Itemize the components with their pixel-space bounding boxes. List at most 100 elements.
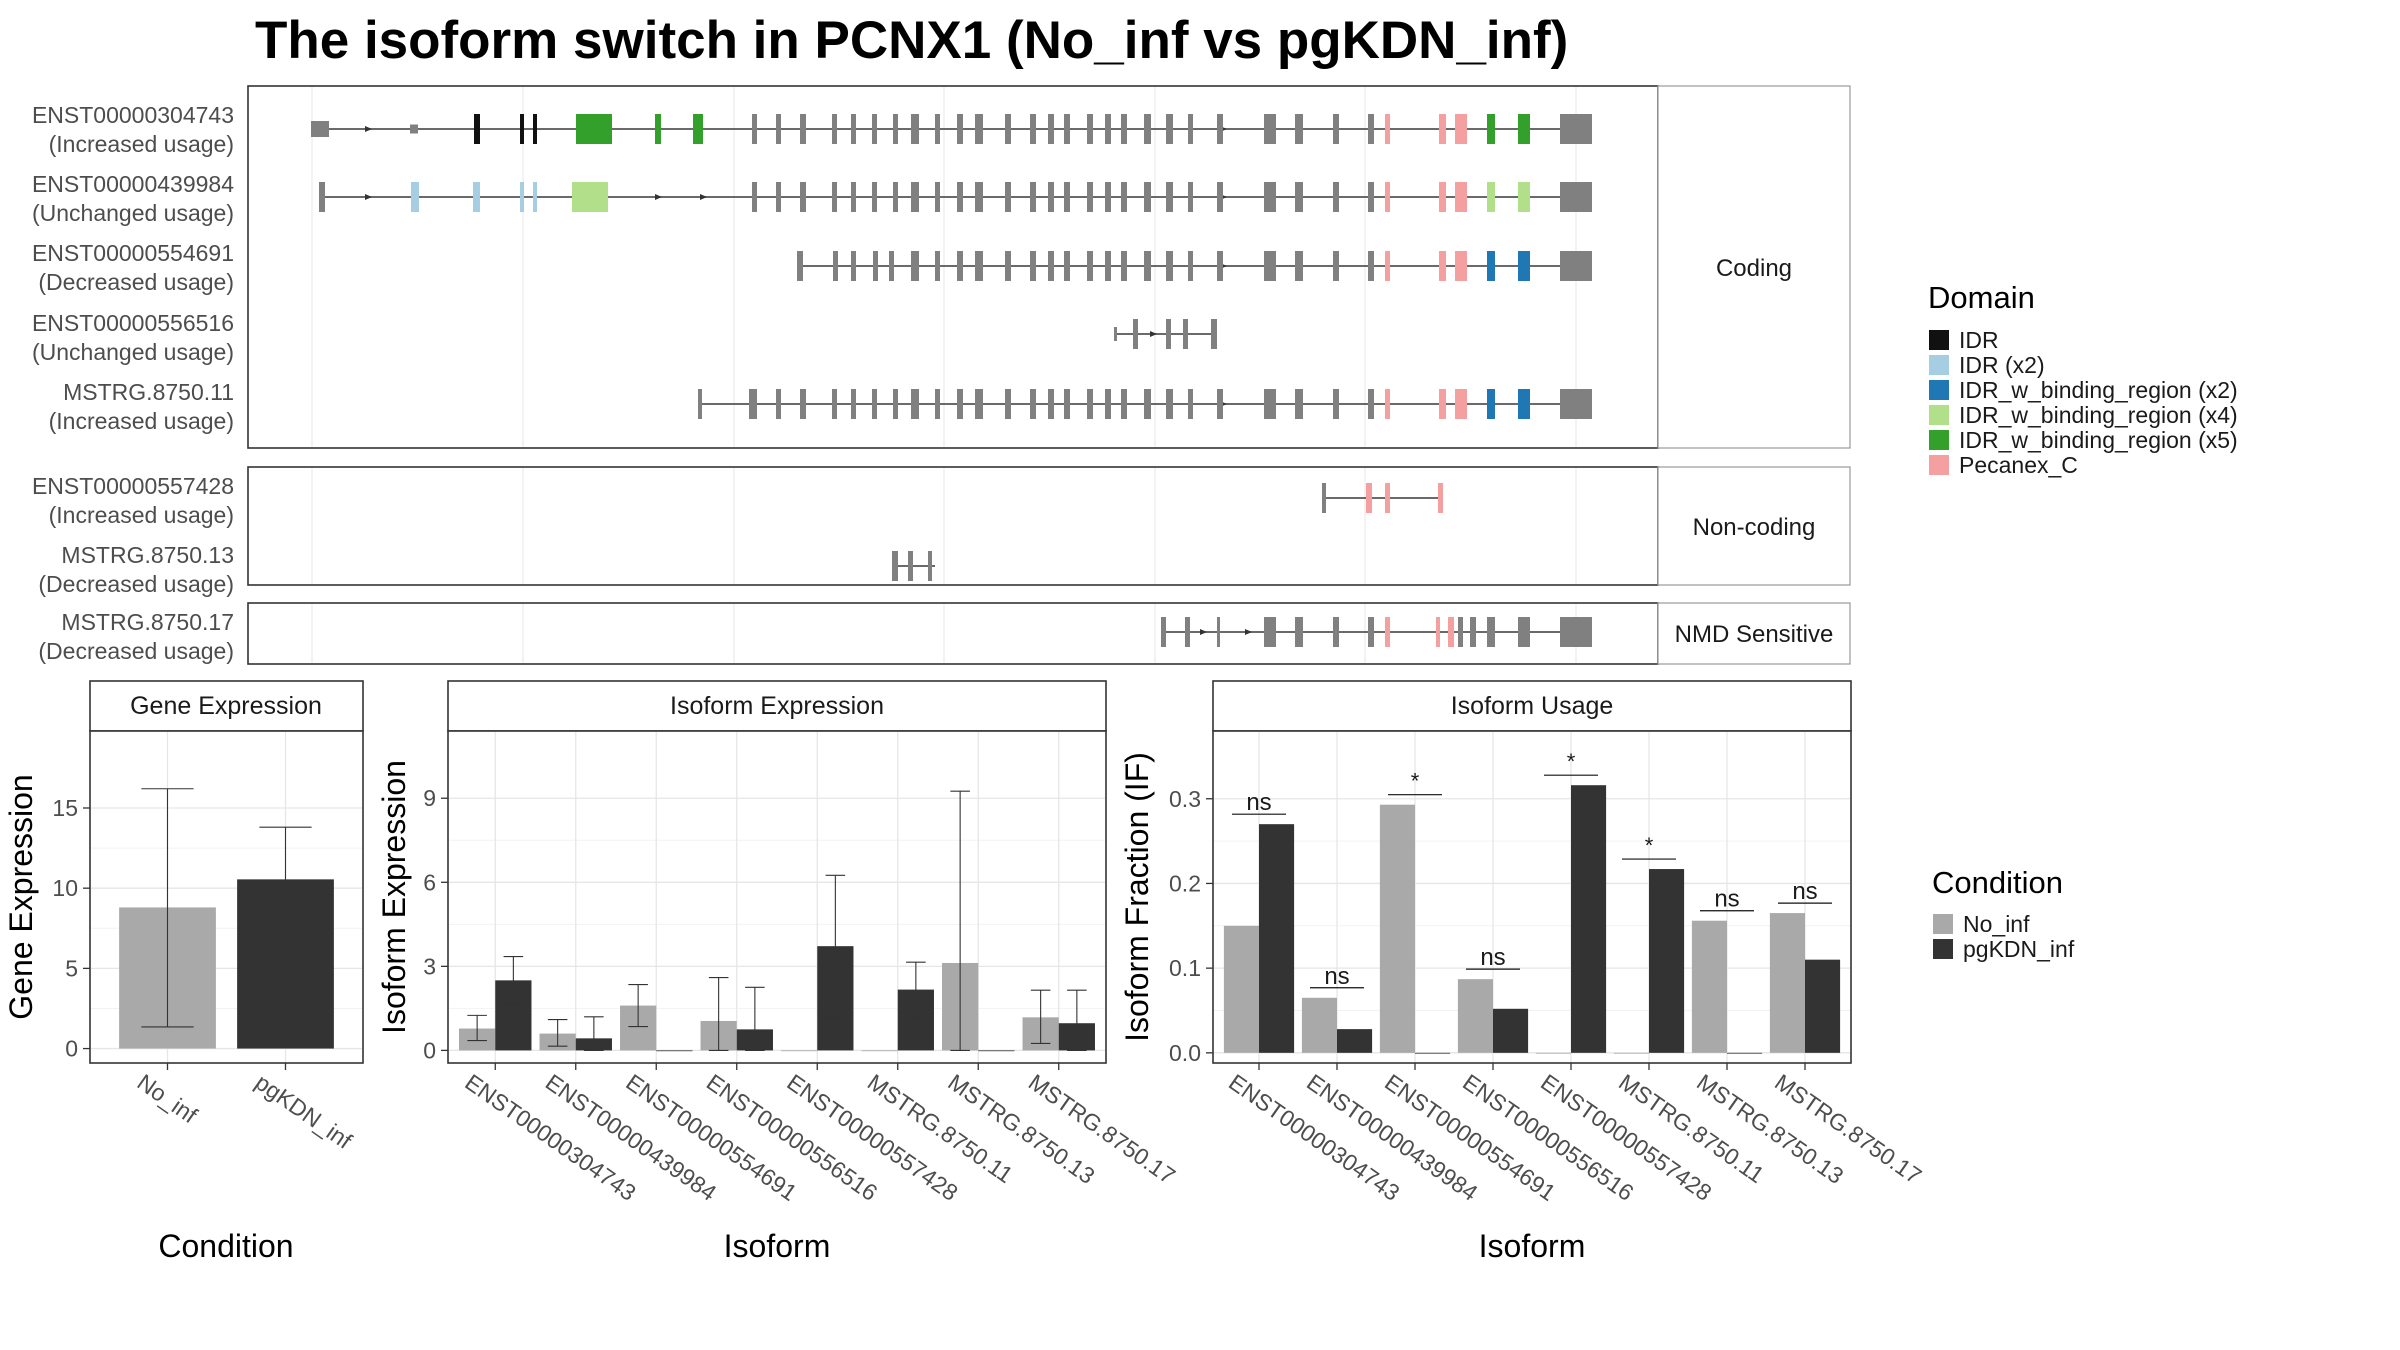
exon: [1295, 389, 1303, 419]
exon: [1144, 251, 1151, 281]
row-label-id: ENST00000557428: [32, 473, 234, 499]
domain-exon: [1438, 483, 1443, 513]
exon: [975, 251, 983, 281]
exon: [911, 114, 919, 144]
exon: [1188, 114, 1193, 144]
exon: [872, 389, 877, 419]
domain-exon: [1366, 483, 1372, 513]
exon: [1560, 114, 1592, 144]
significance-label: ns: [1324, 963, 1349, 990]
condition-legend-title: Condition: [1932, 865, 2063, 900]
bar: [1571, 785, 1607, 1053]
bar: [1769, 913, 1805, 1053]
exon: [1217, 251, 1223, 281]
exon: [957, 182, 963, 212]
domain-exon: [1448, 617, 1454, 647]
bar: [1535, 1052, 1571, 1054]
domain-exon: [1518, 114, 1530, 144]
y-axis-label: Gene Expression: [3, 774, 39, 1019]
x-axis-label: Isoform: [1479, 1228, 1586, 1264]
x-tick-label: MSTRG.8750.17: [1024, 1069, 1180, 1189]
exon: [893, 114, 898, 144]
bar: [781, 1050, 818, 1052]
exon: [752, 389, 757, 419]
exon: [1087, 251, 1093, 281]
domain-exon: [1385, 182, 1390, 212]
domain-exon: [520, 182, 524, 212]
exon: [1560, 617, 1592, 647]
x-tick-label: pgKDN_inf: [251, 1069, 358, 1154]
exon: [410, 124, 418, 134]
domain-exon: [1455, 389, 1467, 419]
exon: [311, 121, 329, 137]
row-label-id: ENST00000554691: [32, 240, 234, 266]
exon: [698, 389, 702, 419]
row-label-id: ENST00000304743: [32, 102, 234, 128]
exon: [873, 251, 878, 281]
exon: [957, 389, 963, 419]
exon: [1005, 251, 1011, 281]
exon: [975, 182, 983, 212]
domain-exon: [473, 182, 480, 212]
row-label-status: (Increased usage): [49, 502, 234, 528]
exon: [1087, 114, 1093, 144]
legend-swatch: [1933, 939, 1953, 959]
exon: [1005, 114, 1011, 144]
isoform-track: [892, 551, 935, 581]
exon: [776, 114, 781, 144]
domain-exon: [411, 182, 419, 212]
exon: [776, 182, 781, 212]
exon: [1188, 389, 1193, 419]
row-label-status: (Decreased usage): [38, 269, 234, 295]
exon: [1133, 319, 1138, 349]
exon: [1217, 389, 1223, 419]
x-axis-label: Condition: [158, 1228, 293, 1264]
legend-label: IDR_w_binding_region (x4): [1959, 402, 2238, 428]
significance-label: ns: [1246, 789, 1271, 816]
exon: [1295, 114, 1303, 144]
exon: [1005, 182, 1011, 212]
exon: [1470, 617, 1476, 647]
significance-label: *: [1411, 769, 1420, 794]
isoform-track: [797, 251, 1592, 281]
direction-arrow: [365, 194, 372, 200]
significance-label: *: [1645, 833, 1654, 858]
isoform-expression-panel: Isoform Expression 0369ENST00000304743EN…: [376, 680, 1180, 1264]
exon: [928, 551, 932, 581]
legend-swatch: [1929, 430, 1949, 450]
domain-exon: [1436, 617, 1440, 647]
domain-exon: [1455, 114, 1467, 144]
domain-exon: [1518, 389, 1530, 419]
legend-swatch: [1929, 330, 1949, 350]
exon: [1217, 617, 1220, 647]
exon: [752, 182, 757, 212]
domain-exon: [1455, 251, 1467, 281]
y-tick-label: 10: [52, 875, 78, 901]
legend-label: IDR (x2): [1959, 352, 2045, 378]
exon: [889, 251, 894, 281]
exon: [1048, 114, 1054, 144]
exon: [1105, 114, 1111, 144]
domain-exon: [1518, 251, 1530, 281]
row-label-id: ENST00000439984: [32, 171, 234, 197]
facet-label-noncoding: Non-coding: [1693, 514, 1816, 541]
exon: [833, 251, 838, 281]
direction-arrow: [655, 194, 662, 200]
exon: [800, 182, 806, 212]
exon: [908, 551, 913, 581]
exon: [1560, 182, 1592, 212]
bar: [1415, 1052, 1451, 1054]
exon: [1368, 617, 1374, 647]
exon: [872, 114, 877, 144]
exon: [851, 114, 856, 144]
exon: [1166, 251, 1173, 281]
domain-exon: [1487, 182, 1495, 212]
domain-exon: [1385, 617, 1390, 647]
exon: [911, 251, 919, 281]
domain-exon: [1385, 483, 1390, 513]
exon: [1487, 617, 1495, 647]
exon: [892, 551, 898, 581]
exon: [1211, 319, 1217, 349]
panel-strip-title: Isoform Usage: [1451, 692, 1614, 720]
